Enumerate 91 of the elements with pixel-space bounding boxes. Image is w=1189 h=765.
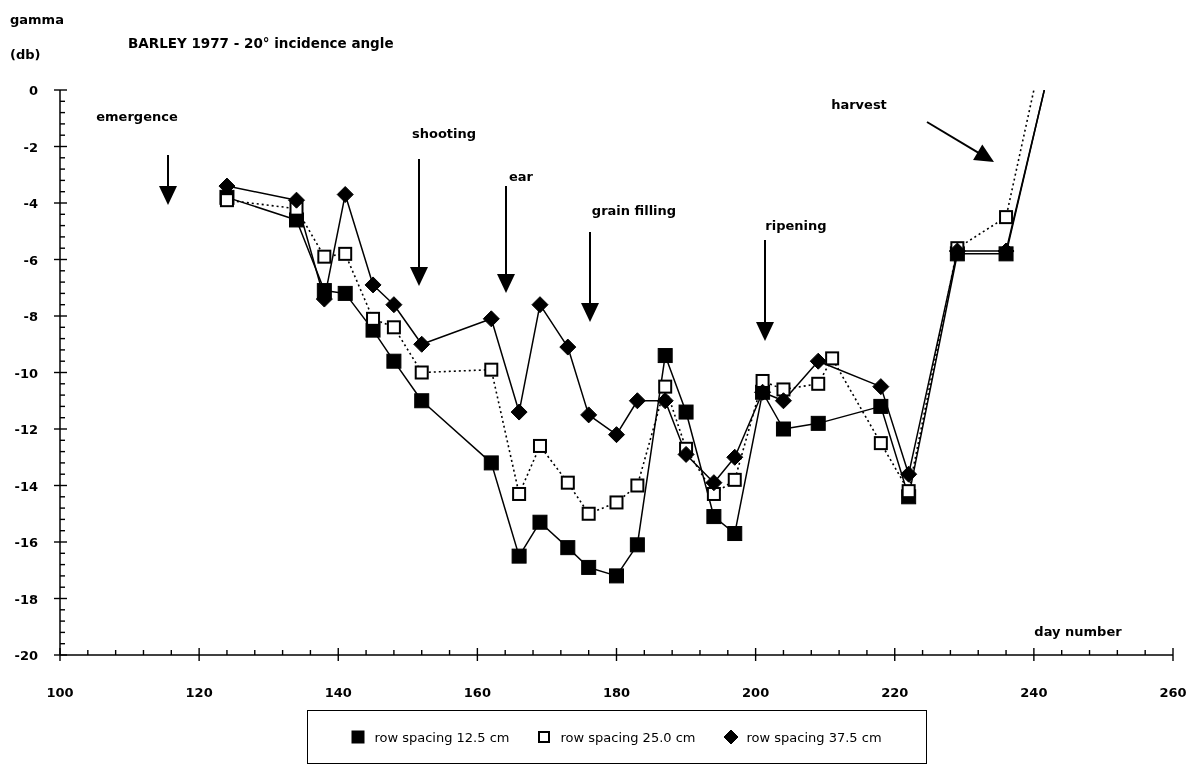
point bbox=[531, 296, 549, 314]
point bbox=[774, 392, 792, 410]
point bbox=[628, 392, 646, 410]
x-tick-label: 260 bbox=[1159, 685, 1187, 700]
annotation: ripening bbox=[765, 218, 827, 233]
point bbox=[726, 448, 744, 466]
y-tick-label: -8 bbox=[23, 309, 38, 324]
point bbox=[560, 475, 575, 490]
point bbox=[559, 338, 577, 356]
x-tick-label: 180 bbox=[602, 685, 631, 700]
point bbox=[337, 285, 353, 301]
point bbox=[482, 310, 500, 328]
legend-label: row spacing 37.5 cm bbox=[746, 729, 882, 745]
point bbox=[727, 526, 743, 542]
point bbox=[609, 495, 624, 510]
point bbox=[608, 426, 625, 444]
point bbox=[560, 540, 576, 556]
point bbox=[366, 311, 381, 326]
point bbox=[581, 559, 597, 575]
point bbox=[413, 335, 431, 353]
point bbox=[386, 320, 401, 335]
point bbox=[581, 506, 596, 521]
point bbox=[483, 455, 499, 471]
y-tick-label: -18 bbox=[14, 591, 38, 607]
point bbox=[512, 486, 527, 501]
point bbox=[629, 537, 645, 553]
point bbox=[658, 379, 673, 394]
point bbox=[727, 472, 742, 487]
point bbox=[385, 296, 403, 314]
point bbox=[900, 465, 918, 483]
point bbox=[580, 406, 598, 424]
point bbox=[609, 568, 624, 584]
chart-title: BARLEY 1977 - 20° incidence angle bbox=[128, 35, 394, 51]
point bbox=[776, 382, 791, 397]
annotation: emergence bbox=[96, 109, 178, 124]
y-tick-label: -4 bbox=[23, 196, 38, 211]
point bbox=[825, 351, 840, 366]
point bbox=[873, 436, 888, 451]
annotation: grain filling bbox=[591, 203, 677, 218]
y-tick-label: -12 bbox=[14, 422, 38, 437]
y-tick-label: -2 bbox=[23, 139, 38, 155]
point bbox=[336, 186, 354, 204]
y-tick-label: -20 bbox=[14, 648, 38, 663]
point bbox=[414, 365, 429, 380]
x-tick-label: 160 bbox=[463, 685, 491, 700]
y-tick-label: -10 bbox=[14, 365, 38, 381]
point bbox=[364, 276, 382, 294]
point bbox=[705, 474, 723, 492]
annotation: shooting bbox=[411, 126, 477, 141]
y-tick-label: -6 bbox=[23, 252, 38, 268]
annotation: harvest bbox=[831, 97, 887, 112]
point bbox=[630, 478, 645, 493]
point bbox=[706, 486, 721, 501]
legend-label: row spacing 12.5 cm bbox=[374, 729, 510, 745]
point bbox=[873, 398, 889, 414]
x-axis-title: day number bbox=[1033, 624, 1123, 639]
point bbox=[810, 415, 826, 431]
x-tick-label: 100 bbox=[46, 685, 74, 700]
point bbox=[317, 249, 332, 264]
point bbox=[872, 378, 890, 396]
text: gamma (db) bbox=[10, 12, 64, 62]
point bbox=[677, 445, 695, 463]
point bbox=[809, 352, 827, 370]
x-tick-label: 220 bbox=[881, 685, 909, 700]
point bbox=[511, 548, 527, 564]
point bbox=[999, 210, 1014, 225]
point bbox=[414, 393, 430, 409]
point bbox=[656, 392, 674, 410]
y-tick-label: 0 bbox=[28, 83, 38, 98]
point bbox=[811, 376, 826, 391]
point bbox=[484, 362, 499, 377]
point bbox=[288, 191, 306, 209]
x-tick-label: 120 bbox=[185, 685, 213, 700]
point bbox=[678, 404, 694, 420]
y-tick-label: -16 bbox=[14, 535, 38, 550]
point bbox=[532, 438, 547, 453]
point bbox=[338, 246, 353, 261]
y-tick-label: -14 bbox=[14, 478, 38, 494]
x-tick-label: 240 bbox=[1020, 685, 1048, 700]
point bbox=[901, 484, 916, 499]
point bbox=[706, 509, 722, 525]
point bbox=[219, 193, 234, 208]
point bbox=[532, 514, 548, 530]
point bbox=[775, 421, 791, 437]
x-tick-label: 140 bbox=[324, 685, 352, 700]
x-tick-label: 200 bbox=[742, 685, 770, 700]
point bbox=[657, 348, 673, 364]
point bbox=[386, 353, 402, 369]
legend-label: row spacing 25.0 cm bbox=[560, 729, 696, 745]
point bbox=[510, 403, 528, 421]
annotation: ear bbox=[508, 169, 534, 184]
